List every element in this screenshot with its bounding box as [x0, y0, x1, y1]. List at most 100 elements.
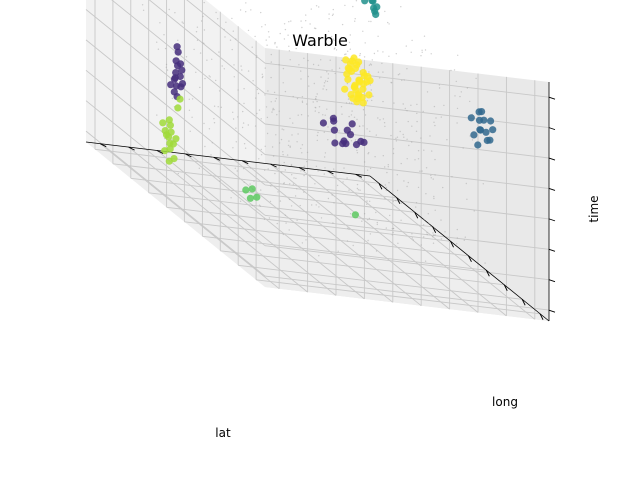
- noise-point: [235, 38, 237, 40]
- y-tick: [270, 163, 277, 168]
- noise-point: [318, 206, 320, 208]
- noise-point: [469, 100, 471, 103]
- grid-line: [241, 160, 422, 307]
- noise-point: [425, 167, 428, 169]
- noise-point: [269, 200, 272, 203]
- noise-point: [280, 172, 283, 174]
- noise-point: [308, 85, 310, 87]
- noise-point: [367, 153, 369, 155]
- y-tick: [185, 153, 192, 158]
- noise-point: [435, 117, 437, 119]
- noise-point: [402, 103, 404, 105]
- cluster-point: [330, 126, 338, 134]
- noise-point: [254, 125, 257, 127]
- noise-point: [266, 44, 268, 46]
- noise-point: [237, 116, 239, 118]
- noise-point: [397, 74, 400, 76]
- noise-point: [382, 51, 384, 53]
- noise-point: [292, 95, 294, 98]
- noise-point: [202, 42, 204, 44]
- noise-point: [300, 20, 302, 22]
- noise-point: [459, 95, 461, 98]
- noise-point: [432, 242, 435, 244]
- noise-point: [410, 51, 412, 53]
- noise-point: [241, 69, 243, 71]
- noise-point: [282, 151, 284, 153]
- noise-point: [255, 56, 258, 59]
- grid-line: [264, 275, 550, 311]
- noise-point: [376, 223, 378, 226]
- grid-line: [355, 173, 536, 320]
- noise-point: [387, 166, 389, 168]
- noise-point: [307, 59, 309, 62]
- noise-point: [306, 103, 308, 105]
- cluster-point: [480, 116, 488, 124]
- noise-point: [326, 71, 328, 73]
- grid-line: [128, 146, 308, 293]
- grid-line: [85, 39, 266, 186]
- cluster-point: [475, 108, 483, 116]
- noise-point: [366, 128, 368, 130]
- noise-point: [465, 182, 467, 185]
- noise-point: [456, 237, 458, 239]
- noise-point: [315, 96, 317, 98]
- noise-point: [245, 11, 247, 13]
- noise-point: [283, 38, 286, 40]
- noise-point: [389, 214, 391, 217]
- noise-point: [202, 15, 204, 18]
- noise-point: [272, 109, 274, 111]
- noise-point: [355, 0, 358, 2]
- noise-point: [420, 55, 422, 57]
- cluster-point: [170, 75, 178, 83]
- noise-point: [280, 138, 283, 141]
- z-axis-label: time: [587, 195, 601, 222]
- noise-point: [433, 195, 435, 198]
- noise-point: [466, 87, 469, 89]
- noise-point: [260, 154, 263, 156]
- noise-point: [164, 137, 166, 140]
- noise-point: [203, 122, 205, 125]
- noise-point: [278, 110, 280, 112]
- noise-point: [191, 98, 194, 100]
- grid-line: [238, 264, 523, 300]
- noise-point: [204, 77, 206, 80]
- noise-point: [268, 36, 270, 38]
- noise-point: [384, 125, 386, 128]
- noise-point: [328, 18, 330, 20]
- noise-point: [272, 107, 274, 110]
- noise-point: [297, 133, 299, 135]
- noise-point: [232, 30, 234, 32]
- noise-point: [384, 197, 386, 199]
- noise-point: [276, 46, 278, 48]
- noise-point: [427, 213, 429, 215]
- noise-point: [423, 219, 425, 221]
- noise-point: [396, 189, 399, 192]
- noise-point: [475, 77, 477, 80]
- noise-point: [314, 110, 316, 112]
- noise-point: [415, 130, 418, 132]
- noise-point: [288, 229, 290, 231]
- noise-point: [432, 232, 434, 234]
- noise-point: [381, 62, 383, 65]
- noise-point: [234, 167, 236, 169]
- y-axis-line: [369, 175, 550, 322]
- noise-point: [208, 75, 210, 77]
- grid-lines: [85, 0, 550, 322]
- noise-point: [318, 106, 321, 108]
- noise-point: [341, 59, 343, 62]
- noise-point: [219, 180, 221, 182]
- grid-line: [202, 235, 487, 271]
- noise-point: [239, 200, 242, 202]
- noise-point: [361, 220, 363, 222]
- noise-point: [295, 47, 297, 50]
- noise-point: [274, 100, 276, 102]
- noise-point: [188, 109, 191, 112]
- noise-point: [220, 106, 222, 109]
- axis-ticks: [99, 96, 556, 320]
- noise-point: [329, 59, 331, 61]
- noise-point: [276, 114, 278, 116]
- noise-point: [407, 120, 409, 123]
- x-tick: [521, 299, 526, 306]
- noise-point: [348, 228, 350, 230]
- noise-point: [411, 237, 413, 239]
